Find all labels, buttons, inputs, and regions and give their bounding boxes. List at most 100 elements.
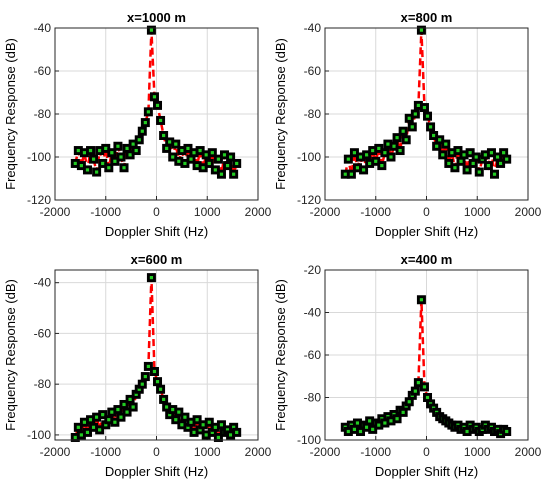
data-point xyxy=(459,150,469,160)
data-point xyxy=(86,415,96,425)
data-point xyxy=(386,416,396,426)
data-point xyxy=(210,165,220,175)
data-point xyxy=(462,427,472,436)
data-point xyxy=(352,163,362,173)
chart-panel-2: -2000 -1000 0 1000 2000 -120 -100 -80 -60 -40 x=80… xyxy=(273,10,542,239)
y-tick-label: -120 xyxy=(27,193,51,207)
y-tick-label: -40 xyxy=(304,306,322,320)
data-point xyxy=(340,169,350,179)
data-point xyxy=(180,158,190,168)
data-point xyxy=(146,273,156,283)
data-point xyxy=(226,152,236,162)
data-point xyxy=(213,432,223,442)
y-tick-label: -20 xyxy=(304,263,322,277)
y-axis-label: Frequency Response (dB) xyxy=(273,38,288,190)
data-point xyxy=(174,156,184,166)
data-point xyxy=(395,146,405,156)
data-point xyxy=(70,432,80,442)
data-point xyxy=(101,143,111,153)
data-point xyxy=(95,146,105,156)
data-point xyxy=(398,407,408,417)
chart-panel-4: -2000 -1000 0 1000 2000 -100 -80 -60 -40 -20 x=400… xyxy=(273,252,542,479)
data-point xyxy=(453,146,463,156)
data-point xyxy=(383,139,393,149)
data-point xyxy=(156,384,166,394)
data-point xyxy=(165,410,175,420)
data-point xyxy=(429,131,439,140)
data-point xyxy=(98,410,108,420)
data-point xyxy=(413,100,423,110)
data-point xyxy=(156,115,166,125)
data-point xyxy=(149,366,159,376)
data-point xyxy=(192,161,202,171)
data-point xyxy=(119,163,129,173)
y-tick-label: -60 xyxy=(304,64,322,78)
data-point xyxy=(128,402,138,412)
y-tick-label: -80 xyxy=(34,377,52,391)
y-tick-label: -60 xyxy=(34,326,52,340)
data-point xyxy=(73,422,83,432)
data-point xyxy=(447,148,457,158)
data-point xyxy=(107,407,117,417)
data-point xyxy=(198,163,208,173)
data-point xyxy=(204,417,214,427)
data-point xyxy=(493,152,503,162)
data-point xyxy=(486,148,496,158)
y-axis-label: Frequency Response (dB) xyxy=(3,279,18,431)
data-point xyxy=(183,143,193,153)
data-point xyxy=(386,152,396,162)
data-point xyxy=(128,139,138,149)
data-point xyxy=(368,424,378,434)
data-point xyxy=(107,148,117,158)
data-point xyxy=(496,158,506,168)
data-point xyxy=(502,427,512,436)
data-point xyxy=(365,158,375,168)
data-point xyxy=(456,156,466,166)
x-axis-label: Doppler Shift (Hz) xyxy=(105,224,208,239)
data-point xyxy=(416,25,426,35)
data-point xyxy=(149,92,159,102)
x-axis-label: Doppler Shift (Hz) xyxy=(375,224,478,239)
data-point xyxy=(177,420,187,430)
x-tick-label: 1000 xyxy=(194,445,221,459)
data-point xyxy=(89,422,99,432)
x-tick-label: -1000 xyxy=(360,205,391,219)
data-point xyxy=(444,158,454,168)
y-tick-label: -40 xyxy=(304,21,322,35)
data-point xyxy=(362,150,372,160)
data-point xyxy=(392,133,402,143)
data-point xyxy=(499,148,509,158)
data-point xyxy=(371,156,381,166)
chart-title: x=600 m xyxy=(131,252,183,267)
data-point xyxy=(122,407,132,417)
axes-box xyxy=(324,27,529,201)
data-point xyxy=(186,417,196,427)
data-point xyxy=(195,146,205,156)
data-point xyxy=(70,158,80,168)
data-point xyxy=(110,156,120,166)
x-tick-label: 2000 xyxy=(515,205,542,219)
data-point xyxy=(201,150,211,160)
data-point xyxy=(207,427,217,437)
data-point xyxy=(441,139,451,149)
data-point xyxy=(220,150,230,160)
data-point xyxy=(502,154,512,164)
data-point xyxy=(223,161,233,171)
data-point xyxy=(140,118,150,128)
x-tick-label: -1000 xyxy=(90,445,121,459)
y-tick-label: -100 xyxy=(297,150,321,164)
y-tick-label: -80 xyxy=(304,107,322,121)
axes-box xyxy=(324,269,529,441)
x-tick-label: 1000 xyxy=(194,205,221,219)
x-tick-label: 2000 xyxy=(515,445,542,459)
data-point xyxy=(462,165,472,175)
data-point xyxy=(143,361,153,371)
data-point xyxy=(131,146,141,156)
chart-title: x=400 m xyxy=(401,252,453,267)
data-point xyxy=(410,386,420,396)
data-point xyxy=(177,146,187,156)
data-point xyxy=(168,405,178,415)
data-point xyxy=(426,122,436,132)
data-point xyxy=(162,402,172,412)
data-point xyxy=(404,397,414,407)
